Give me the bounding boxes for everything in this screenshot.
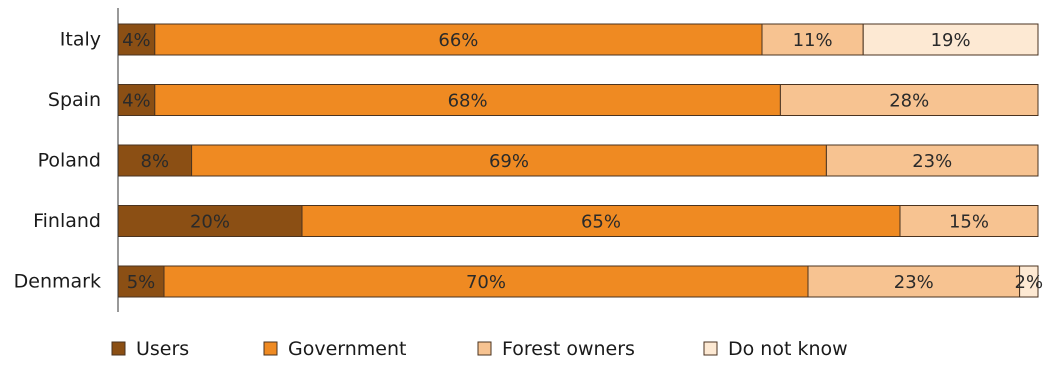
legend-swatch-forest-owners [477,341,492,356]
bars-group: 4% 66% 11% 19% 4% 68% 28% 8% 69% 23% 20% 65% 15% 5% 70… [117,23,1044,298]
data-label-spain-government: 68% [448,91,488,112]
bar-finland-forest-owners [899,205,1039,237]
legend-item-do-not-know: Do not know [703,338,848,360]
bar-poland-government [191,144,827,177]
legend-label-users: Users [136,338,189,360]
legend-label-government: Government [288,338,407,360]
bar-spain-forest-owners [779,84,1039,116]
data-label-spain-users: 4% [122,91,151,112]
data-label-italy-forest-owners: 11% [793,30,833,51]
data-label-poland-government: 69% [489,151,529,172]
category-label-finland: Finland [33,210,101,232]
data-label-finland-government: 65% [581,212,621,233]
legend-swatch-do-not-know [703,341,718,356]
data-label-italy-users: 4% [122,30,151,51]
data-label-denmark-do-not-know: 2% [1015,272,1044,293]
legend-item-forest-owners: Forest owners [477,338,635,360]
bar-italy-forest-owners [761,23,864,56]
bar-poland-forest-owners [825,144,1039,177]
category-label-denmark: Denmark [14,271,101,293]
data-label-finland-forest-owners: 15% [949,212,989,233]
legend-item-users: Users [111,338,189,360]
legend: Users Government Forest owners Do not know [111,338,848,360]
data-label-finland-users: 20% [190,212,230,233]
bar-finland-government [301,205,901,237]
category-label-spain: Spain [48,89,101,111]
category-label-italy: Italy [60,29,101,51]
legend-item-government: Government [263,338,407,360]
bar-denmark-do-not-know [1019,265,1039,298]
bar-denmark-users [117,265,165,298]
data-label-italy-do-not-know: 19% [931,30,971,51]
data-label-poland-users: 8% [141,151,170,172]
bar-spain-users [117,84,156,116]
bar-italy-government [154,23,763,56]
data-label-spain-forest-owners: 28% [889,91,929,112]
data-label-denmark-forest-owners: 23% [894,272,934,293]
bar-denmark-forest-owners [807,265,1021,298]
legend-swatch-government [263,341,278,356]
category-label-poland: Poland [38,150,101,172]
category-labels: Italy Spain Poland Finland Denmark [14,29,101,293]
data-label-italy-government: 66% [438,30,478,51]
bar-spain-government [154,84,781,116]
data-label-poland-forest-owners: 23% [912,151,952,172]
data-label-denmark-users: 5% [127,272,156,293]
data-label-denmark-government: 70% [466,272,506,293]
legend-swatch-users [111,341,126,356]
bar-italy-do-not-know [862,23,1039,56]
legend-label-forest-owners: Forest owners [502,338,635,360]
legend-label-do-not-know: Do not know [728,338,848,360]
